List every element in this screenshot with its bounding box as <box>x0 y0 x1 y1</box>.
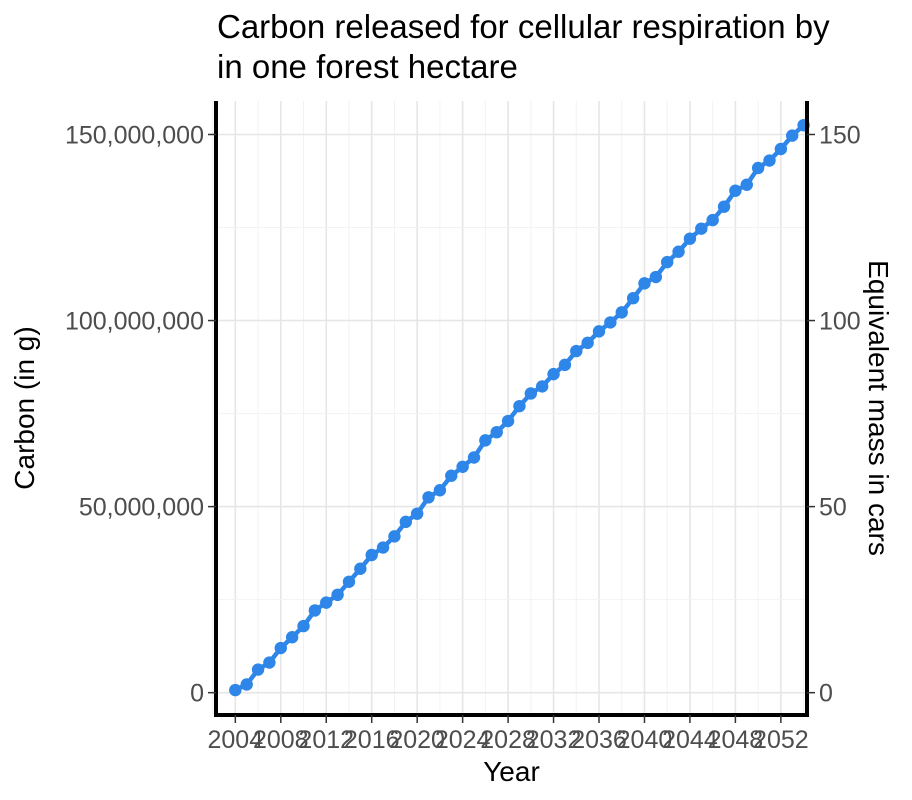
chart-title-line-2: in one forest hectare <box>217 48 518 85</box>
data-point <box>695 222 708 235</box>
data-point <box>433 484 447 497</box>
y2-tick-label: 50 <box>819 494 847 522</box>
data-point <box>763 154 776 167</box>
data-point <box>274 641 287 655</box>
grid-lines <box>212 101 807 715</box>
y2-tick-label: 0 <box>819 680 833 708</box>
x-tick-label: 2016 <box>344 726 400 754</box>
data-point <box>490 425 503 439</box>
data-point <box>683 232 697 245</box>
x-tick-label: 2028 <box>480 726 536 754</box>
data-point <box>729 184 742 197</box>
data-point <box>399 515 413 529</box>
data-point <box>331 588 344 602</box>
data-point <box>786 129 799 142</box>
data-point <box>649 270 663 284</box>
data-point <box>604 316 617 329</box>
data-point <box>672 245 685 258</box>
data-point <box>240 678 253 691</box>
x-tick-label: 2024 <box>435 726 491 754</box>
data-point <box>354 562 367 575</box>
data-point <box>581 336 594 350</box>
data-point <box>456 460 469 473</box>
data-point <box>263 656 276 669</box>
data-point <box>535 380 549 393</box>
data-point <box>445 469 458 482</box>
x-tick-label: 2032 <box>526 726 582 754</box>
data-series <box>229 118 810 697</box>
data-point <box>547 367 560 381</box>
data-point <box>422 491 435 504</box>
y-tick-label: 50,000,000 <box>79 494 204 522</box>
data-point <box>592 325 606 338</box>
data-point <box>774 142 788 156</box>
data-point <box>717 200 731 213</box>
data-point <box>410 507 424 520</box>
data-point <box>308 604 322 617</box>
axes <box>208 101 815 723</box>
data-point <box>501 414 515 428</box>
y2-tick-label: 150 <box>819 121 861 149</box>
data-point <box>297 619 310 633</box>
data-point <box>365 548 378 562</box>
data-point <box>570 344 583 358</box>
data-point <box>376 541 390 554</box>
data-point <box>285 631 299 644</box>
x-tick-label: 2004 <box>208 726 264 754</box>
tick-labels: 0 50,000,000 100,000,000 150,000,000 0 50 100 1… <box>65 121 861 754</box>
data-point <box>342 575 356 588</box>
x-tick-label: 2008 <box>253 726 309 754</box>
x-tick-label: 2020 <box>389 726 445 754</box>
x-tick-label: 2052 <box>753 726 809 754</box>
y-tick-label: 150,000,000 <box>65 121 204 149</box>
data-point <box>388 530 401 543</box>
data-point <box>229 683 242 697</box>
data-point <box>751 161 765 175</box>
data-point <box>320 596 333 609</box>
x-axis-title: Year <box>483 756 540 787</box>
data-point <box>251 663 265 676</box>
data-point <box>638 277 651 290</box>
chart-title-line-1: Carbon released for cellular respiration… <box>217 8 830 45</box>
y-tick-label: 100,000,000 <box>65 308 204 336</box>
data-point <box>661 255 674 269</box>
y-tick-label: 0 <box>190 680 204 708</box>
x-tick-label: 2036 <box>571 726 627 754</box>
data-point <box>524 387 538 400</box>
data-point <box>615 306 628 319</box>
x-tick-label: 2012 <box>298 726 354 754</box>
x-tick-label: 2044 <box>662 726 718 754</box>
data-point <box>513 399 526 413</box>
y-axis-title: Carbon (in g) <box>9 326 40 489</box>
secondary-y-axis-title: Equivalent mass in cars <box>863 260 894 556</box>
data-point <box>479 434 492 447</box>
y2-tick-label: 100 <box>819 308 861 336</box>
data-point <box>467 451 481 464</box>
data-point <box>706 213 719 227</box>
x-tick-label: 2048 <box>708 726 764 754</box>
data-point <box>740 178 753 191</box>
x-tick-label: 2040 <box>617 726 673 754</box>
data-point <box>626 292 640 305</box>
data-point <box>558 358 572 372</box>
